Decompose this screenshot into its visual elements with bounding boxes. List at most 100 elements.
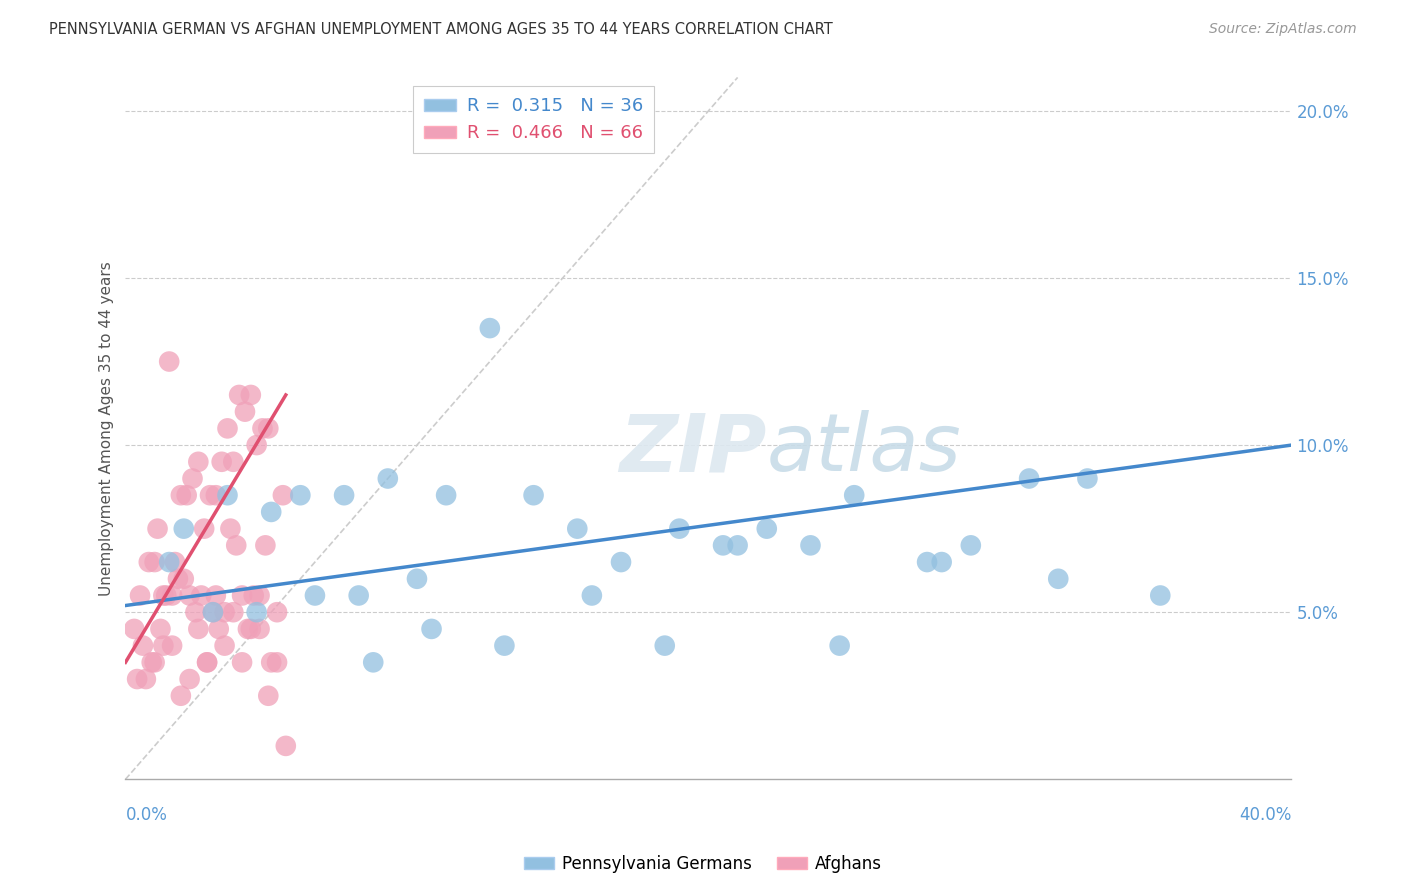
Point (129, 589, 152, 603)
Point (143, 555, 166, 569)
Point (246, 438, 269, 452)
Legend: Pennsylvania Germans, Afghans: Pennsylvania Germans, Afghans (517, 848, 889, 880)
Point (727, 538, 749, 552)
Point (187, 455, 209, 469)
Point (155, 589, 177, 603)
Point (377, 471, 399, 485)
Point (420, 622, 443, 636)
Point (214, 639, 236, 653)
Text: 40.0%: 40.0% (1239, 806, 1292, 824)
Point (478, 321, 501, 335)
Point (205, 488, 228, 502)
Point (195, 656, 218, 670)
Point (157, 555, 180, 569)
Point (257, 689, 280, 703)
Point (167, 572, 190, 586)
Point (252, 421, 274, 435)
Point (242, 589, 264, 603)
Point (610, 555, 633, 569)
Point (160, 639, 183, 653)
Point (1047, 572, 1070, 586)
Text: PENNSYLVANIA GERMAN VS AFGHAN UNEMPLOYMENT AMONG AGES 35 TO 44 YEARS CORRELATION: PENNSYLVANIA GERMAN VS AFGHAN UNEMPLOYME… (49, 22, 832, 37)
Point (195, 656, 218, 670)
Point (434, 488, 457, 502)
Point (214, 605, 236, 619)
Point (225, 538, 247, 552)
Point (219, 522, 242, 536)
Point (152, 639, 174, 653)
Point (304, 589, 326, 603)
Point (246, 605, 269, 619)
Point (266, 656, 288, 670)
Point (222, 605, 245, 619)
Point (193, 522, 215, 536)
Point (205, 589, 228, 603)
Point (231, 589, 253, 603)
Point (143, 656, 166, 670)
Point (522, 488, 544, 502)
Point (179, 589, 201, 603)
Point (141, 656, 163, 670)
Point (1018, 471, 1040, 485)
Point (257, 421, 280, 435)
Text: 0.0%: 0.0% (125, 806, 167, 824)
Point (122, 622, 145, 636)
Point (173, 572, 195, 586)
Point (132, 639, 155, 653)
Point (406, 572, 429, 586)
Point (146, 522, 169, 536)
Point (228, 388, 250, 402)
Point (231, 656, 253, 670)
Point (170, 488, 193, 502)
Y-axis label: Unemployment Among Ages 35 to 44 years: Unemployment Among Ages 35 to 44 years (100, 261, 114, 596)
Point (236, 622, 259, 636)
Point (333, 488, 356, 502)
Point (239, 388, 262, 402)
Point (184, 605, 207, 619)
Point (135, 672, 157, 686)
Point (494, 639, 516, 653)
Text: Source: ZipAtlas.com: Source: ZipAtlas.com (1209, 22, 1357, 37)
Point (290, 488, 312, 502)
Point (828, 639, 851, 653)
Point (249, 589, 271, 603)
Point (187, 622, 209, 636)
Point (149, 622, 172, 636)
Point (198, 488, 221, 502)
Point (799, 538, 821, 552)
Point (668, 522, 690, 536)
Point (163, 555, 186, 569)
Point (844, 488, 866, 502)
Point (959, 538, 981, 552)
Point (181, 471, 204, 485)
Point (249, 622, 271, 636)
Point (201, 605, 224, 619)
Point (581, 589, 603, 603)
Point (260, 656, 283, 670)
Point (915, 555, 938, 569)
Legend: R =  0.315   N = 36, R =  0.466   N = 66: R = 0.315 N = 36, R = 0.466 N = 66 (413, 87, 654, 153)
Point (260, 505, 283, 519)
Point (179, 672, 201, 686)
Point (271, 488, 294, 502)
Point (654, 639, 676, 653)
Point (1149, 589, 1171, 603)
Point (274, 739, 297, 753)
Point (208, 622, 231, 636)
Point (222, 455, 245, 469)
Point (1076, 471, 1098, 485)
Point (567, 522, 589, 536)
Point (711, 538, 734, 552)
Point (755, 522, 778, 536)
Point (170, 689, 193, 703)
Point (254, 538, 277, 552)
Point (127, 672, 149, 686)
Point (266, 605, 288, 619)
Text: ZIP: ZIP (620, 410, 766, 489)
Point (190, 589, 212, 603)
Text: atlas: atlas (766, 410, 962, 489)
Point (201, 605, 224, 619)
Point (217, 488, 239, 502)
Point (157, 354, 180, 368)
Point (152, 589, 174, 603)
